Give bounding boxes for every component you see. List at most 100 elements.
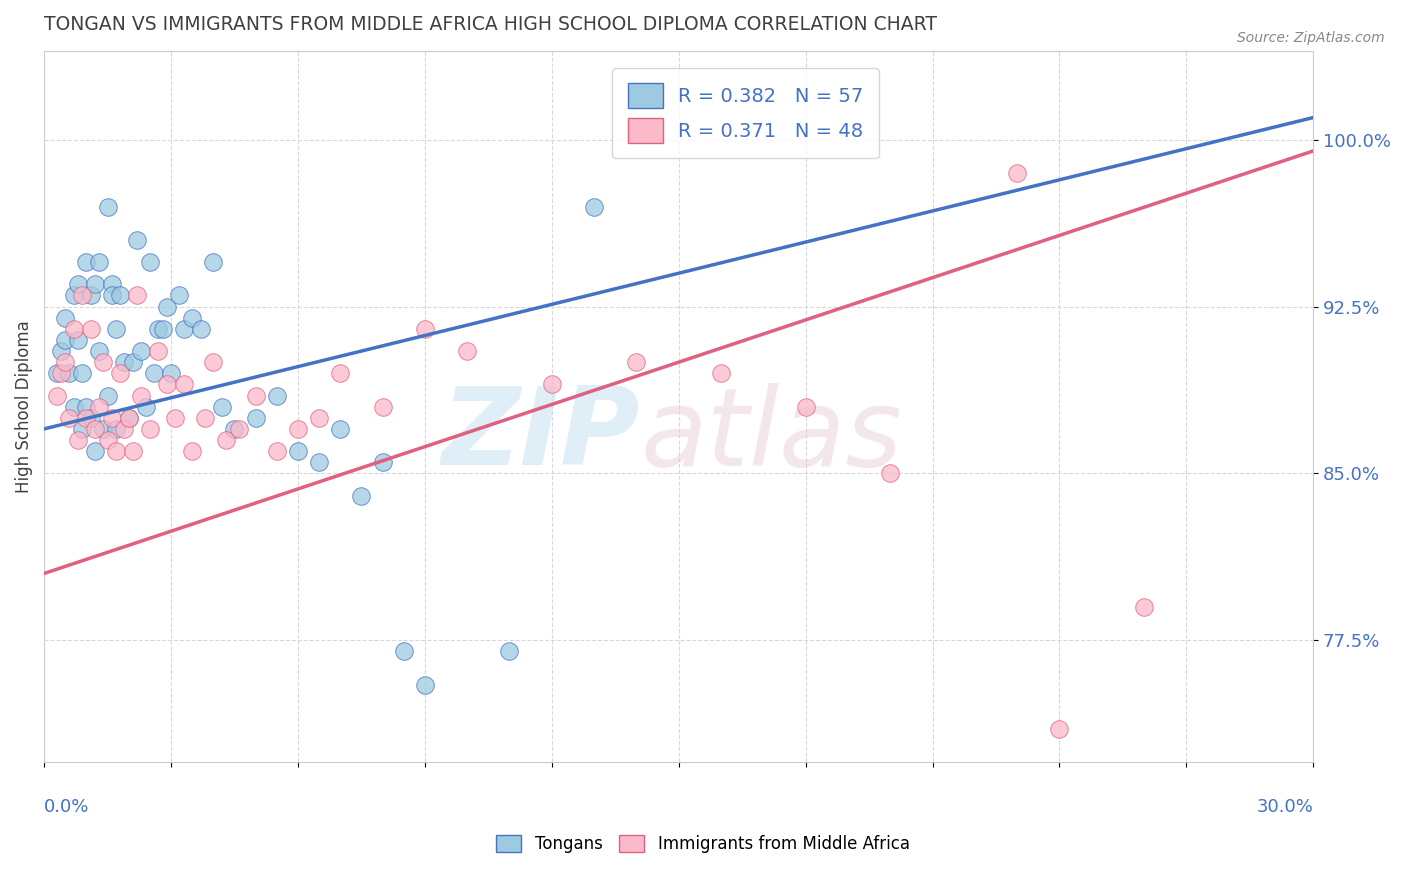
Point	[70, 366, 93, 380]
Point	[156, 377, 179, 392]
Point	[70, 422, 93, 436]
Point	[91, 355, 114, 369]
Point	[181, 310, 204, 325]
Point	[131, 344, 153, 359]
Point	[202, 355, 225, 369]
Point	[245, 410, 267, 425]
Point	[215, 433, 238, 447]
Point	[329, 366, 352, 380]
Point	[169, 288, 191, 302]
Point	[75, 400, 97, 414]
Point	[101, 410, 124, 425]
Point	[53, 333, 76, 347]
Point	[122, 444, 145, 458]
Point	[794, 400, 817, 414]
Legend: Tongans, Immigrants from Middle Africa: Tongans, Immigrants from Middle Africa	[488, 827, 918, 862]
Point	[45, 388, 67, 402]
Point	[97, 388, 120, 402]
Point	[127, 233, 149, 247]
Point	[173, 322, 195, 336]
Point	[287, 444, 309, 458]
Point	[114, 355, 136, 369]
Point	[329, 422, 352, 436]
Point	[58, 410, 80, 425]
Point	[143, 366, 166, 380]
Point	[114, 422, 136, 436]
Point	[152, 322, 174, 336]
Point	[62, 400, 84, 414]
Text: atlas: atlas	[641, 383, 903, 488]
Point	[879, 467, 901, 481]
Point	[97, 200, 120, 214]
Point	[540, 377, 562, 392]
Point	[245, 388, 267, 402]
Point	[118, 410, 141, 425]
Point	[62, 322, 84, 336]
Point	[83, 444, 105, 458]
Point	[148, 344, 170, 359]
Point	[165, 410, 187, 425]
Text: ZIP: ZIP	[443, 382, 641, 488]
Point	[202, 255, 225, 269]
Point	[49, 366, 72, 380]
Point	[371, 400, 394, 414]
Point	[371, 455, 394, 469]
Point	[53, 310, 76, 325]
Point	[190, 322, 212, 336]
Point	[62, 288, 84, 302]
Point	[45, 366, 67, 380]
Point	[498, 644, 520, 658]
Text: Source: ZipAtlas.com: Source: ZipAtlas.com	[1237, 31, 1385, 45]
Point	[413, 322, 436, 336]
Point	[79, 322, 101, 336]
Point	[97, 433, 120, 447]
Point	[127, 288, 149, 302]
Text: 30.0%: 30.0%	[1257, 798, 1313, 816]
Point	[1005, 166, 1028, 180]
Point	[87, 255, 110, 269]
Point	[194, 410, 217, 425]
Point	[105, 444, 128, 458]
Point	[350, 489, 373, 503]
Point	[110, 366, 132, 380]
Point	[101, 277, 124, 292]
Point	[1218, 778, 1240, 792]
Point	[173, 377, 195, 392]
Point	[148, 322, 170, 336]
Point	[266, 444, 288, 458]
Point	[53, 355, 76, 369]
Point	[87, 400, 110, 414]
Point	[122, 355, 145, 369]
Point	[87, 344, 110, 359]
Point	[308, 410, 330, 425]
Y-axis label: High School Diploma: High School Diploma	[15, 320, 32, 493]
Point	[131, 388, 153, 402]
Point	[91, 422, 114, 436]
Point	[308, 455, 330, 469]
Text: 0.0%: 0.0%	[44, 798, 90, 816]
Point	[58, 366, 80, 380]
Legend: R = 0.382   N = 57, R = 0.371   N = 48: R = 0.382 N = 57, R = 0.371 N = 48	[612, 68, 879, 159]
Point	[75, 410, 97, 425]
Point	[583, 200, 606, 214]
Point	[66, 433, 89, 447]
Point	[413, 678, 436, 692]
Point	[135, 400, 157, 414]
Point	[710, 366, 733, 380]
Point	[75, 255, 97, 269]
Point	[139, 255, 162, 269]
Point	[1133, 599, 1156, 614]
Point	[211, 400, 233, 414]
Point	[456, 344, 478, 359]
Point	[79, 410, 101, 425]
Point	[287, 422, 309, 436]
Point	[224, 422, 246, 436]
Point	[118, 410, 141, 425]
Point	[1049, 722, 1071, 736]
Point	[181, 444, 204, 458]
Point	[83, 277, 105, 292]
Point	[101, 288, 124, 302]
Point	[105, 322, 128, 336]
Point	[83, 422, 105, 436]
Point	[156, 300, 179, 314]
